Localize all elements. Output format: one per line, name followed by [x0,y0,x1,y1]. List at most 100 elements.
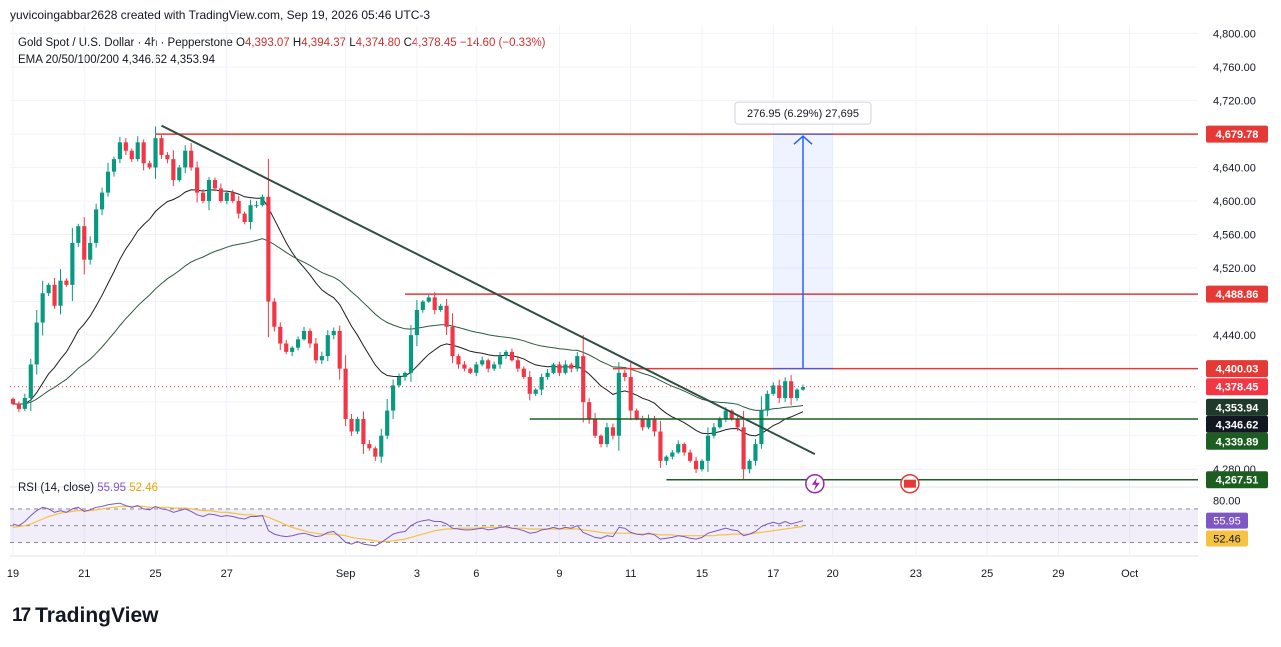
candle-body [171,159,176,181]
tradingview-logo-mark: 17 [12,605,31,626]
candle-body [337,330,342,369]
candle-body [10,398,16,404]
rsi-legend[interactable]: RSI (14, close) 55.95 52.46 [18,482,158,494]
candle-body [367,444,372,449]
price-tick-label: 4,560.00 [1213,230,1256,242]
candle-body [183,150,188,168]
candle-body [331,330,336,336]
candle-body [58,280,63,306]
candle-body [379,435,384,457]
time-tick-label: 27 [221,568,233,580]
candle-body [581,356,586,403]
candle-body [604,427,610,445]
candle-body [212,180,218,189]
chart-grid [10,25,1198,555]
candle-body [16,403,21,409]
lightning-icon [811,477,820,491]
price-axis-badge-label: 4,339.89 [1216,436,1259,448]
candle-body [705,435,711,461]
candle-body [391,385,396,411]
candle-body [361,418,366,445]
rsi-ma-line [12,505,804,543]
rsi-axis-badge-label: 52.46 [1213,534,1241,546]
time-axis[interactable]: 19 21 25 27 Sep 3 6 9 11 15 17 20 23 25 29 Oct [7,555,1198,580]
candle-body [640,418,645,428]
candle-body [105,171,111,193]
time-tick-label: 9 [556,568,562,580]
rsi-value: 55.95 [97,482,127,494]
candle-body [486,360,491,369]
candle-body [497,356,503,365]
ema-lines [12,189,804,437]
candle-body [789,381,794,398]
ema-value-2: 4,353.94 [170,54,215,66]
candle-body [426,297,431,302]
candle-body [747,460,752,470]
candle-body [254,205,259,207]
candle-body [527,377,532,394]
candle-body [456,356,461,365]
candle-body [284,343,289,352]
candle-body [557,364,562,373]
candle-body [777,385,782,398]
candle-body [676,444,681,453]
price-tick-label: 4,800.00 [1213,28,1256,40]
candle-body [135,142,140,160]
candle-body [88,242,93,260]
candle-body [783,381,788,398]
price-axis-badge [1206,285,1268,303]
candle-body [492,364,497,369]
price-axis-badge [1206,432,1268,450]
candle-body [248,205,253,222]
candle-body [444,305,449,327]
symbol-legend: Gold Spot / U.S. Dollar · 4h · Peppersto… [18,35,546,69]
candle-body [206,180,212,202]
candle-body [664,456,669,461]
price-tick-label: 4,440.00 [1213,330,1256,342]
candle-body [46,284,51,294]
time-tick-label: 3 [414,568,420,580]
candle-body [301,330,307,340]
candle-body [200,192,206,202]
candle-body [432,297,437,310]
price-axis-badge-label: 4,679.78 [1216,129,1259,141]
candle-body [658,431,663,461]
price-axis-badge [1206,471,1268,489]
candle-body [652,418,657,432]
candle-body [593,418,598,436]
candle-body [266,196,271,302]
price-axis-badge-label: 4,488.86 [1216,289,1259,301]
time-tick-label: 11 [625,568,636,580]
trend-line [161,124,816,456]
candle-body [539,377,544,390]
rsi-axis-badge-label: 55.95 [1213,516,1241,528]
price-axis-badge-label: 4,267.51 [1216,475,1259,487]
candle-body [396,377,402,386]
price-tick-label: 4,640.00 [1213,162,1256,174]
candle-body [385,410,390,436]
us-flag-icon [903,479,916,488]
candle-body [325,335,330,357]
candle-body [711,427,716,436]
time-tick-label: 29 [1052,568,1064,580]
candle-body [575,356,580,369]
candle-body [52,284,57,306]
rsi-line [12,502,804,547]
candle-body [420,301,425,310]
candle-body [141,142,146,164]
candle-body [159,138,164,155]
ohlc-high: H4,394.37 [292,37,346,49]
candle-body [598,435,604,445]
price-axis-badge [1206,398,1268,416]
attribution: yuvicoingabbar2628 created with TradingV… [10,8,431,22]
candle-body [468,368,473,373]
candle-body [569,364,574,369]
symbol-name[interactable]: Gold Spot / U.S. Dollar · 4h · Peppersto… [18,37,233,49]
price-axis-badge-label: 4,346.62 [1216,419,1259,431]
time-tick-label: 23 [910,568,922,580]
candle-body [563,364,568,373]
candle-body [319,356,324,361]
price-axis[interactable]: 4,280.004,440.004,520.004,560.004,600.00… [1206,28,1268,508]
rsi-axis-badge [1206,530,1248,547]
